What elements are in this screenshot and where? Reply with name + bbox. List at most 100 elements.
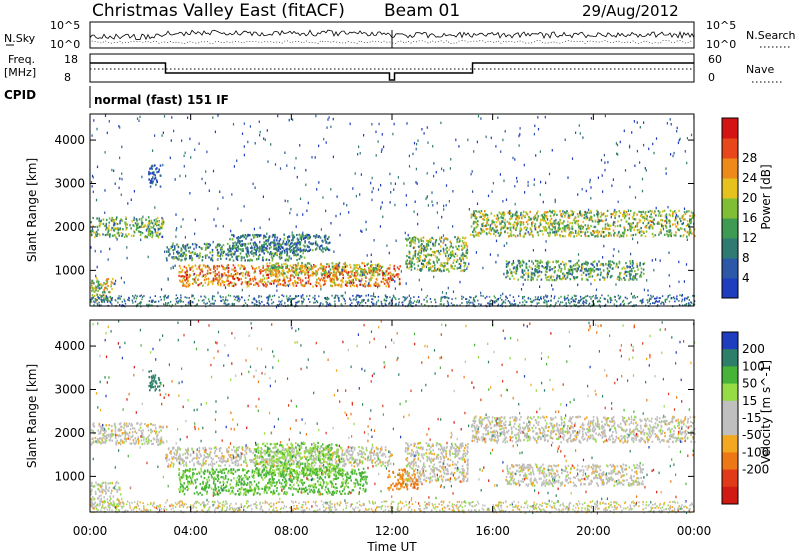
heatmap-cell [506,275,509,278]
heatmap-cell [430,266,432,269]
heatmap-cell [298,300,300,303]
heatmap-cell [283,233,285,236]
heatmap-cell [648,147,650,151]
heatmap-cell [208,266,210,269]
heatmap-cell [155,218,157,221]
heatmap-cell [435,301,437,304]
heatmap-cell [633,218,636,221]
heatmap-cell [231,233,233,237]
heatmap-cell [359,302,362,304]
heatmap-cell [638,228,640,231]
heatmap-cell [357,272,359,275]
heatmap-cell [450,158,452,161]
heatmap-cell [560,262,562,266]
heatmap-cell [295,268,298,271]
heatmap-cell [359,152,361,155]
heatmap-cell [130,198,132,201]
heatmap-cell [131,220,133,223]
heatmap-cell [638,210,640,213]
heatmap-cell [623,213,626,216]
heatmap-cell [551,224,554,227]
heatmap-cell [445,248,447,251]
heatmap-cell [148,224,151,227]
heatmap-cell [121,177,123,181]
heatmap-cell [655,137,658,140]
heatmap-cell [389,201,391,204]
heatmap-cell [245,247,247,250]
heatmap-cell [111,297,113,299]
heatmap-cell [289,279,292,282]
heatmap-cell [464,263,467,266]
heatmap-cell [304,276,307,280]
heatmap-cell [522,221,525,224]
heatmap-cell [530,233,532,236]
heatmap-cell [319,247,321,250]
heatmap-cell [294,279,296,283]
heatmap-cell [536,212,538,215]
heatmap-cell [241,249,243,252]
heatmap-cell [371,268,374,271]
heatmap-cell [304,241,306,244]
heatmap-cell [113,229,115,232]
heatmap-cell [276,252,278,256]
heatmap-cell [486,221,488,225]
heatmap-cell [149,296,151,299]
heatmap-cell [263,137,265,140]
heatmap-cell [477,224,479,227]
heatmap-cell [635,304,637,306]
heatmap-cell [386,244,388,247]
heatmap-cell [200,282,203,285]
heatmap-cell [549,221,552,224]
heatmap-cell [188,300,191,303]
heatmap-cell [603,231,605,234]
heatmap-cell [577,301,579,304]
heatmap-cell [352,187,354,190]
heatmap-cell [235,256,237,259]
heatmap-cell [559,209,561,213]
heatmap-cell [556,275,559,278]
heatmap-cell [322,303,324,306]
heatmap-cell [311,266,313,269]
heatmap-cell [460,269,463,272]
heatmap-cell [259,234,262,237]
heatmap-cell [201,177,203,181]
heatmap-cell [133,216,135,220]
heatmap-cell [575,276,577,279]
heatmap-cell [350,275,352,278]
heatmap-cell [148,170,150,174]
heatmap-cell [192,282,194,285]
heatmap-cell [530,267,533,270]
heatmap-cell [209,244,211,247]
heatmap-cell [409,244,412,248]
heatmap-cell [624,169,627,172]
heatmap-cell [453,304,455,306]
heatmap-cell [376,271,379,274]
heatmap-cell [549,268,551,271]
heatmap-cell [240,235,242,238]
heatmap-cell [302,252,304,255]
heatmap-cell [531,234,534,237]
heatmap-cell [154,164,156,167]
heatmap-cell [233,165,235,168]
heatmap-cell [361,301,363,303]
heatmap-cell [620,235,623,238]
heatmap-cell [370,260,372,263]
cpid-text: normal (fast) 151 IF [94,93,229,107]
heatmap-cell [589,269,592,272]
heatmap-cell [461,240,464,243]
heatmap-cell [571,225,573,228]
heatmap-cell [475,251,477,254]
heatmap-cell [383,271,385,275]
heatmap-cell [135,297,137,300]
heatmap-cell [196,274,198,277]
heatmap-cell [119,220,121,223]
heatmap-cell [474,296,477,298]
heatmap-cell [547,211,549,214]
heatmap-cell [533,299,535,302]
heatmap-cell [330,278,333,282]
heatmap-cell [219,295,221,298]
heatmap-cell [642,210,644,213]
heatmap-cell [632,237,634,241]
heatmap-cell [557,229,560,233]
heatmap-cell [103,288,105,291]
